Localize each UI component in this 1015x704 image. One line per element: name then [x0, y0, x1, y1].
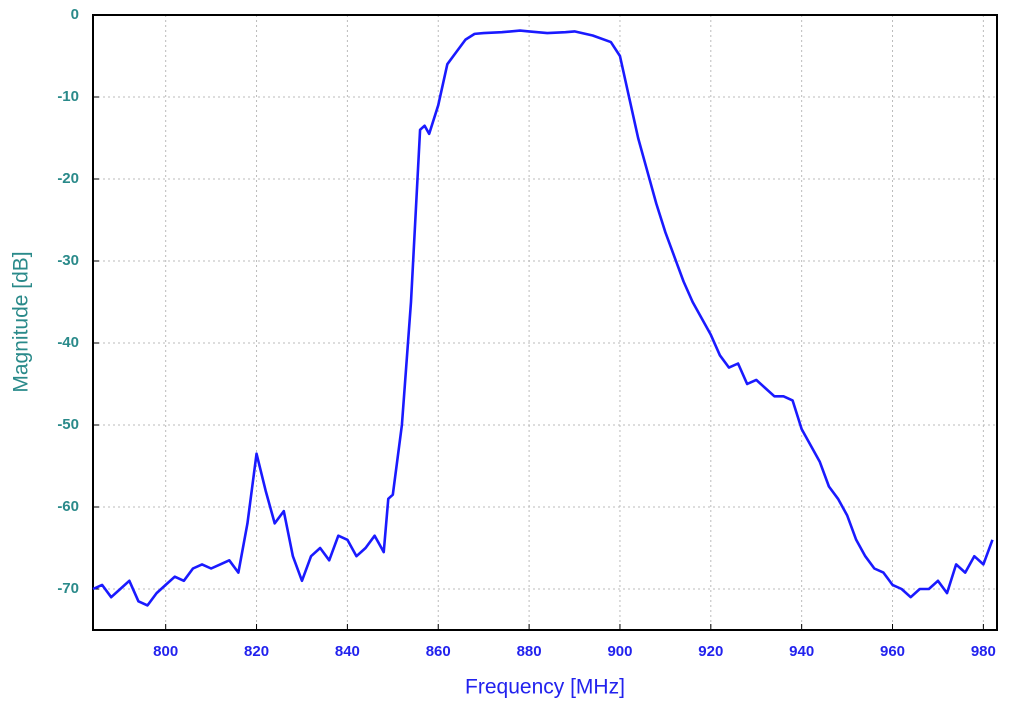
x-axis-label: Frequency [MHz]	[465, 676, 625, 699]
y-tick-label: -30	[57, 252, 79, 269]
x-tick-label: 800	[153, 643, 178, 660]
x-tick-label: 880	[517, 643, 542, 660]
x-tick-label: 860	[426, 643, 451, 660]
y-tick-label: 0	[71, 6, 79, 23]
plot-frame	[92, 14, 998, 631]
x-tick-label: 820	[244, 643, 269, 660]
x-tick-label: 840	[335, 643, 360, 660]
y-tick-label: -60	[57, 498, 79, 515]
x-tick-label: 920	[698, 643, 723, 660]
y-tick-label: -40	[57, 334, 79, 351]
y-tick-label: -10	[57, 88, 79, 105]
y-tick-label: -20	[57, 170, 79, 187]
y-axis-label: Magnitude [dB]	[10, 251, 33, 392]
x-tick-label: 980	[971, 643, 996, 660]
x-tick-label: 900	[607, 643, 632, 660]
x-tick-label: 960	[880, 643, 905, 660]
x-tick-label: 940	[789, 643, 814, 660]
data-line	[92, 29, 994, 607]
y-tick-label: -70	[57, 580, 79, 597]
y-tick-label: -50	[57, 416, 79, 433]
